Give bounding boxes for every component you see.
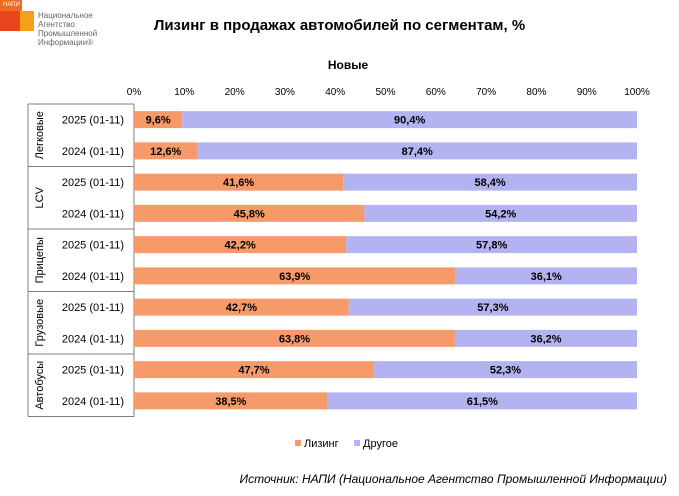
category-label: 2024 (01-11) xyxy=(62,146,124,158)
bar-other xyxy=(348,298,637,316)
legend-swatch xyxy=(354,440,360,446)
category-label: 2025 (01-11) xyxy=(62,240,124,252)
data-label-leasing: 42,7% xyxy=(226,302,257,314)
x-tick-label: 30% xyxy=(275,87,295,98)
legend-label: Другое xyxy=(363,438,398,450)
x-tick-label: 40% xyxy=(325,87,345,98)
x-tick-label: 80% xyxy=(526,87,546,98)
data-label-leasing: 38,5% xyxy=(215,396,246,408)
data-label-leasing: 41,6% xyxy=(223,177,254,189)
bar-leasing xyxy=(134,298,349,316)
x-tick-label: 20% xyxy=(225,87,245,98)
x-tick-label: 100% xyxy=(624,87,650,98)
bar-other xyxy=(364,204,637,222)
category-label: 2024 (01-11) xyxy=(62,396,124,408)
napi-logo: НАПИ Национальное Агентство Промышленной… xyxy=(0,0,100,54)
data-label-leasing: 12,6% xyxy=(150,146,181,158)
data-label-other: 58,4% xyxy=(475,177,506,189)
x-tick-label: 70% xyxy=(476,87,496,98)
bar-leasing xyxy=(134,392,328,410)
category-label: 2024 (01-11) xyxy=(62,333,124,345)
x-tick-label: 60% xyxy=(426,87,446,98)
x-tick-label: 0% xyxy=(127,87,142,98)
bar-leasing xyxy=(134,361,374,379)
bar-other xyxy=(373,361,637,379)
data-label-other: 52,3% xyxy=(490,365,521,377)
category-label: 2024 (01-11) xyxy=(62,271,124,283)
x-tick-label: 10% xyxy=(174,87,194,98)
data-label-other: 90,4% xyxy=(394,115,425,127)
data-label-other: 36,1% xyxy=(531,271,562,283)
category-label: 2025 (01-11) xyxy=(62,365,124,377)
data-label-leasing: 45,8% xyxy=(234,208,265,220)
data-label-other: 57,8% xyxy=(476,240,507,252)
chart-title: Лизинг в продажах автомобилей по сегмент… xyxy=(153,17,526,34)
bar-other xyxy=(455,267,637,285)
bar-leasing xyxy=(134,329,455,347)
bar-other xyxy=(197,142,638,160)
category-label: 2024 (01-11) xyxy=(62,208,124,220)
data-label-leasing: 42,2% xyxy=(225,240,256,252)
category-label: 2025 (01-11) xyxy=(62,177,124,189)
bar-leasing xyxy=(134,173,344,191)
group-label: LCV xyxy=(34,186,46,208)
x-tick-label: 90% xyxy=(577,87,597,98)
data-label-leasing: 9,6% xyxy=(146,115,171,127)
data-label-other: 57,3% xyxy=(477,302,508,314)
group-label: Грузовые xyxy=(34,299,46,347)
bar-other xyxy=(346,236,637,254)
bar-leasing xyxy=(134,204,365,222)
chart-subtitle: Новые xyxy=(328,58,369,72)
data-label-leasing: 63,9% xyxy=(279,271,310,283)
source-note: Источник: НАПИ (Национальное Агентство П… xyxy=(239,472,667,486)
data-label-other: 54,2% xyxy=(485,208,516,220)
legend-label: Лизинг xyxy=(304,438,339,450)
x-tick-label: 50% xyxy=(375,87,395,98)
bar-other xyxy=(182,111,637,129)
data-label-leasing: 47,7% xyxy=(238,365,269,377)
legend-swatch xyxy=(295,440,301,446)
bar-other xyxy=(327,392,637,410)
data-label-other: 36,2% xyxy=(530,333,561,345)
category-label: 2025 (01-11) xyxy=(62,115,124,127)
bar-leasing xyxy=(134,142,198,160)
group-label: Легковые xyxy=(34,111,46,159)
group-label: Автобусы xyxy=(34,361,46,410)
category-label: 2025 (01-11) xyxy=(62,302,124,314)
bar-other xyxy=(454,329,637,347)
logo-tag: НАПИ xyxy=(3,2,20,8)
logo-text: Национальное Агентство Промышленной Инфо… xyxy=(38,11,98,47)
data-label-other: 61,5% xyxy=(467,396,498,408)
bar-other xyxy=(343,173,637,191)
data-label-other: 87,4% xyxy=(402,146,433,158)
bar-leasing xyxy=(134,236,347,254)
group-label: Прицепы xyxy=(34,237,46,283)
data-label-leasing: 63,8% xyxy=(279,333,310,345)
bar-leasing xyxy=(134,111,183,129)
bar-leasing xyxy=(134,267,456,285)
